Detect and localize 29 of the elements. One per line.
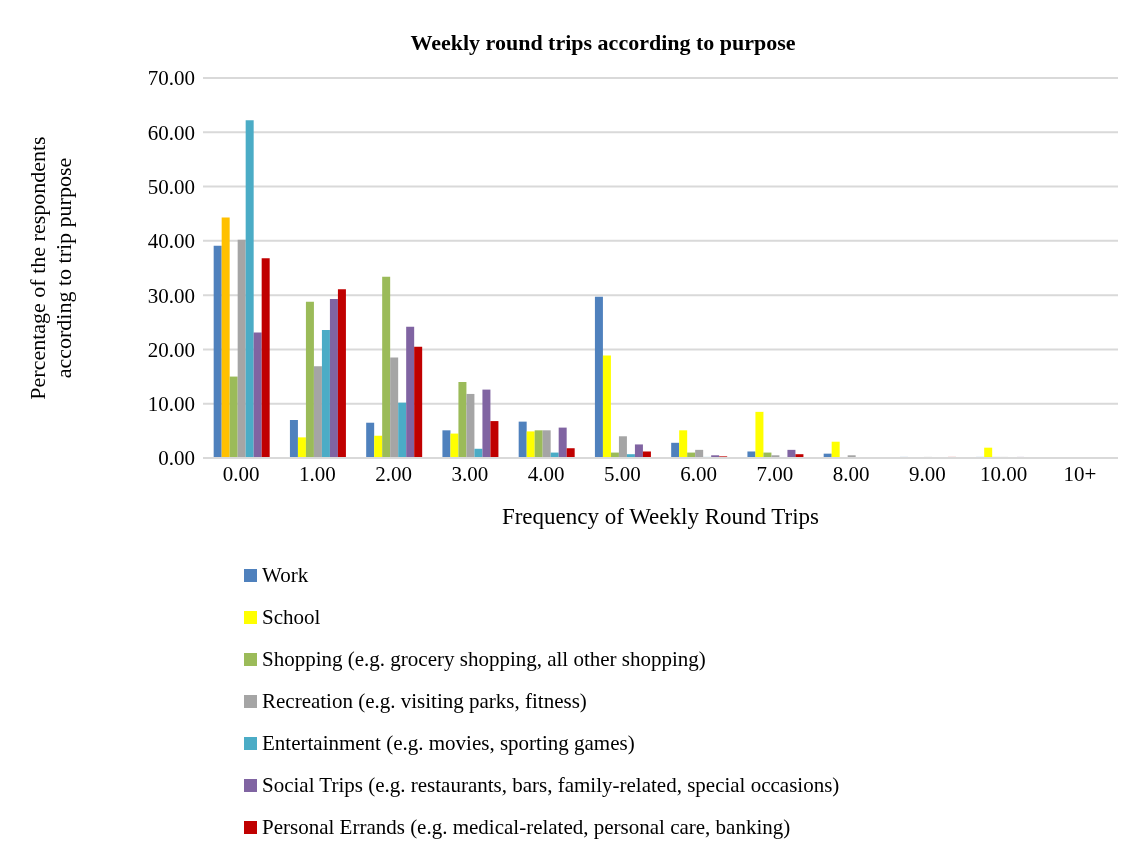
legend-label: Recreation (e.g. visiting parks, fitness) (262, 688, 587, 714)
x-tick-label: 3.00 (451, 461, 489, 486)
y-axis-title: Percentage of the respondents according to trip purpose (25, 136, 76, 400)
y-tick-label: 60.00 (147, 120, 195, 145)
x-axis-title: Frequency of Weekly Round Trips (501, 504, 820, 529)
x-tick-label: 10+ (1063, 461, 1097, 486)
x-tick-label: 6.00 (680, 461, 717, 486)
x-tick-label: 2.00 (375, 461, 412, 486)
legend-label: Work (262, 562, 309, 588)
legend-label: Social Trips (e.g. restaurants, bars, family-related, special occasions) (262, 772, 840, 798)
x-tick-label: 4.00 (527, 461, 565, 486)
x-tick-label: 5.00 (604, 461, 641, 486)
x-tick-label: 7.00 (756, 461, 794, 486)
y-tick-label: 10.00 (147, 392, 195, 417)
y-tick-label: 40.00 (147, 229, 195, 254)
x-tick-label: 0.00 (222, 461, 260, 486)
legend-label: Entertainment (e.g. movies, sporting games) (262, 730, 635, 756)
legend-label: School (262, 604, 321, 630)
x-tick-label: 10.00 (980, 461, 1028, 486)
y-tick-label: 30.00 (147, 283, 195, 308)
y-tick-label: 70.00 (147, 66, 195, 91)
x-tick-label: 9.00 (909, 461, 946, 486)
y-tick-label: 50.00 (147, 175, 195, 200)
legend-label: Personal Errands (e.g. medical-related, personal care, banking) (262, 814, 791, 840)
y-tick-label: 20.00 (147, 337, 195, 362)
x-tick-label: 1.00 (299, 461, 336, 486)
x-tick-label: 8.00 (832, 461, 870, 486)
legend-label: Shopping (e.g. grocery shopping, all other shopping) (262, 646, 706, 672)
chart-title: Weekly round trips according to purpose (409, 29, 797, 57)
